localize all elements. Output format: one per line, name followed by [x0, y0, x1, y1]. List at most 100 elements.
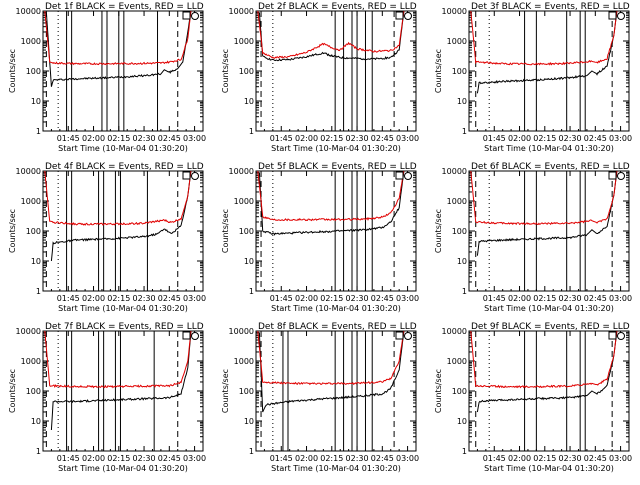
state-circle-icon	[617, 172, 625, 180]
x-tick-label: 02:30	[346, 294, 369, 303]
events-series-line	[476, 11, 618, 94]
plot-frame	[255, 10, 417, 132]
y-tick-label: 100	[452, 387, 467, 396]
lld-series-line	[470, 171, 618, 226]
state-circle-icon	[617, 12, 625, 20]
x-axis-label: Start Time (10-Mar-04 01:30:20)	[58, 144, 188, 153]
events-series-line	[50, 331, 192, 431]
detector-panel: 1 10 100 1000 10000 01:45 02:00 02:15 02:30 02:45…	[221, 322, 419, 473]
x-tick-label: 02:00	[295, 294, 318, 303]
x-tick-label: 02:15	[533, 134, 556, 143]
plot-frame	[468, 170, 630, 292]
state-square-icon	[182, 331, 191, 340]
state-circle-icon	[404, 12, 412, 20]
state-square-icon	[182, 11, 191, 20]
lld-series-line	[257, 11, 405, 59]
detector-panel: 1 10 100 1000 10000 01:45 02:00 02:15 02:30 02:45…	[434, 2, 632, 153]
x-tick-label: 02:45	[584, 294, 607, 303]
y-tick-label: 1000	[447, 357, 467, 366]
detector-panel: 1 10 100 1000 10000 01:45 02:00 02:15 02:30 02:45…	[434, 322, 632, 473]
y-tick-label: 10	[244, 417, 254, 426]
y-tick-label: 1	[249, 127, 254, 136]
x-tick-label: 01:45	[483, 294, 506, 303]
x-tick-label: 03:00	[609, 454, 632, 463]
y-tick-label: 1000	[234, 357, 254, 366]
x-tick-label: 02:30	[133, 454, 156, 463]
state-square-icon	[608, 171, 617, 180]
y-axis-label: Counts/sec	[221, 49, 230, 93]
x-tick-label: 01:45	[270, 134, 293, 143]
y-axis-label: Counts/sec	[434, 209, 443, 253]
x-tick-label: 02:00	[295, 454, 318, 463]
x-tick-label: 01:45	[270, 294, 293, 303]
x-tick-label: 02:30	[559, 294, 582, 303]
y-tick-label: 1	[249, 287, 254, 296]
y-tick-label: 1000	[234, 37, 254, 46]
y-axis-label: Counts/sec	[8, 369, 17, 413]
lld-series-line	[44, 331, 192, 389]
panel-title: Det 6f BLACK = Events, RED = LLD	[471, 162, 630, 172]
lld-series-line	[44, 171, 192, 226]
plot-frame	[468, 330, 630, 452]
y-tick-label: 10	[457, 257, 467, 266]
y-tick-label: 1000	[447, 197, 467, 206]
x-axis-label: Start Time (10-Mar-04 01:30:20)	[271, 144, 401, 153]
y-tick-label: 100	[239, 227, 254, 236]
y-tick-label: 100	[239, 67, 254, 76]
x-tick-label: 02:15	[320, 294, 343, 303]
events-series-line	[258, 11, 405, 62]
state-circle-icon	[404, 172, 412, 180]
x-tick-label: 02:00	[508, 454, 531, 463]
panel-title: Det 4f BLACK = Events, RED = LLD	[45, 162, 204, 172]
x-tick-label: 03:00	[396, 294, 419, 303]
y-axis-label: Counts/sec	[8, 209, 17, 253]
y-tick-label: 1	[462, 447, 467, 456]
x-tick-label: 02:45	[371, 294, 394, 303]
panel-title: Det 1f BLACK = Events, RED = LLD	[45, 2, 204, 12]
x-tick-label: 02:30	[133, 294, 156, 303]
x-axis-label: Start Time (10-Mar-04 01:30:20)	[58, 304, 188, 313]
x-tick-label: 03:00	[396, 454, 419, 463]
events-series-line	[476, 171, 618, 256]
x-tick-label: 02:00	[82, 134, 105, 143]
x-tick-label: 02:15	[107, 294, 130, 303]
y-tick-label: 10	[244, 257, 254, 266]
x-tick-label: 02:00	[508, 134, 531, 143]
state-square-icon	[395, 331, 404, 340]
y-axis-label: Counts/sec	[434, 369, 443, 413]
y-tick-label: 10	[31, 97, 41, 106]
y-tick-label: 10	[31, 417, 41, 426]
y-tick-label: 1	[462, 127, 467, 136]
x-tick-label: 02:30	[559, 454, 582, 463]
x-tick-label: 02:45	[584, 454, 607, 463]
y-tick-label: 10000	[16, 167, 41, 176]
x-tick-label: 02:45	[371, 454, 394, 463]
x-axis-label: Start Time (10-Mar-04 01:30:20)	[58, 464, 188, 473]
y-tick-label: 100	[452, 227, 467, 236]
y-tick-label: 10000	[229, 167, 254, 176]
panel-title: Det 2f BLACK = Events, RED = LLD	[258, 2, 417, 12]
y-axis-label: Counts/sec	[434, 49, 443, 93]
x-axis-label: Start Time (10-Mar-04 01:30:20)	[271, 304, 401, 313]
y-tick-label: 10	[31, 257, 41, 266]
events-series-line	[50, 171, 192, 262]
y-tick-label: 10	[457, 417, 467, 426]
x-tick-label: 03:00	[183, 294, 206, 303]
x-tick-label: 01:45	[270, 454, 293, 463]
x-tick-label: 02:15	[320, 134, 343, 143]
state-circle-icon	[404, 332, 412, 340]
x-tick-label: 02:45	[371, 134, 394, 143]
y-tick-label: 1	[249, 447, 254, 456]
panel-title: Det 5f BLACK = Events, RED = LLD	[258, 162, 417, 172]
y-tick-label: 1000	[21, 37, 41, 46]
x-axis-label: Start Time (10-Mar-04 01:30:20)	[271, 464, 401, 473]
y-tick-label: 1	[36, 127, 41, 136]
y-tick-label: 10000	[229, 327, 254, 336]
y-tick-label: 1	[462, 287, 467, 296]
x-tick-label: 02:45	[158, 134, 181, 143]
y-tick-label: 1000	[447, 37, 467, 46]
events-series-line	[258, 171, 405, 236]
y-axis-label: Counts/sec	[221, 369, 230, 413]
state-square-icon	[608, 11, 617, 20]
